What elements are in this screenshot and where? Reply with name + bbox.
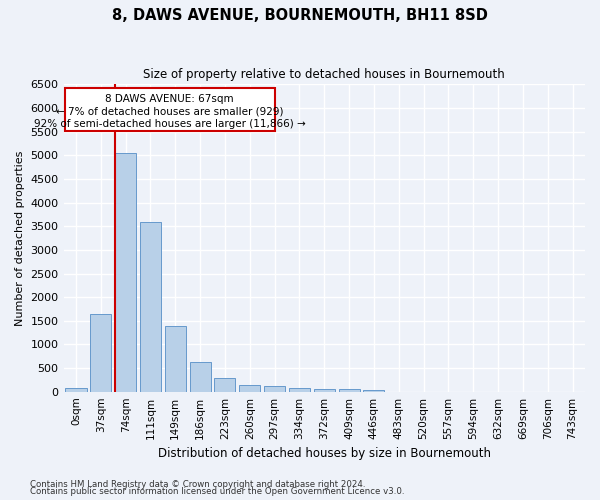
Title: Size of property relative to detached houses in Bournemouth: Size of property relative to detached ho… bbox=[143, 68, 505, 80]
Text: 8, DAWS AVENUE, BOURNEMOUTH, BH11 8SD: 8, DAWS AVENUE, BOURNEMOUTH, BH11 8SD bbox=[112, 8, 488, 22]
Text: Contains HM Land Registry data © Crown copyright and database right 2024.: Contains HM Land Registry data © Crown c… bbox=[30, 480, 365, 489]
Text: Contains public sector information licensed under the Open Government Licence v3: Contains public sector information licen… bbox=[30, 487, 404, 496]
Bar bbox=[314, 389, 335, 392]
Bar bbox=[115, 153, 136, 392]
Bar bbox=[140, 222, 161, 392]
FancyBboxPatch shape bbox=[65, 88, 275, 131]
Text: 8 DAWS AVENUE: 67sqm: 8 DAWS AVENUE: 67sqm bbox=[106, 94, 234, 104]
Y-axis label: Number of detached properties: Number of detached properties bbox=[15, 150, 25, 326]
Bar bbox=[264, 386, 285, 392]
Bar bbox=[214, 378, 235, 392]
Bar bbox=[65, 388, 86, 392]
Bar bbox=[165, 326, 186, 392]
Bar bbox=[289, 388, 310, 392]
Text: ← 7% of detached houses are smaller (929): ← 7% of detached houses are smaller (929… bbox=[56, 106, 283, 117]
Bar bbox=[90, 314, 112, 392]
Bar bbox=[364, 390, 385, 392]
Bar bbox=[190, 362, 211, 392]
Bar bbox=[338, 390, 359, 392]
X-axis label: Distribution of detached houses by size in Bournemouth: Distribution of detached houses by size … bbox=[158, 447, 491, 460]
Text: 92% of semi-detached houses are larger (11,866) →: 92% of semi-detached houses are larger (… bbox=[34, 120, 305, 130]
Bar bbox=[239, 385, 260, 392]
